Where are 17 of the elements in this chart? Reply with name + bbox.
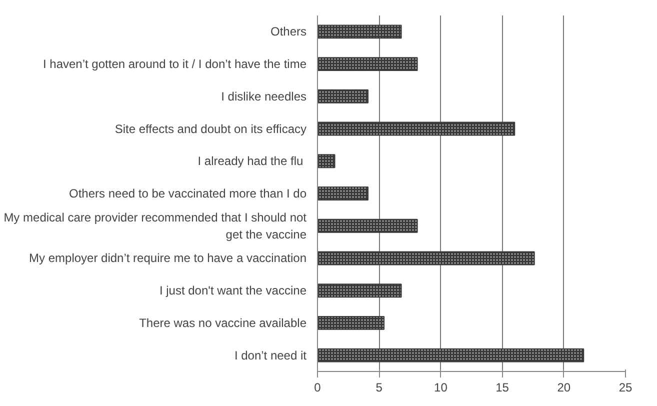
y-tick-label: I don’t need it xyxy=(234,348,308,362)
y-tick-label: I haven’t gotten around to it / I don’t have the time xyxy=(43,57,307,72)
y-tick-label: Others need to be vaccinated more than I do xyxy=(69,186,307,200)
y-tick-label: My medical care provider recommended that I should not get the vaccine xyxy=(4,210,308,242)
y-tick-label: Site effects and doubt on its efficacy xyxy=(114,122,307,136)
x-tick-label: 20 xyxy=(557,380,571,394)
x-tick-label: 15 xyxy=(496,380,510,394)
x-tick-label: 0 xyxy=(314,380,322,394)
y-tick-label: Others xyxy=(270,24,307,39)
x-tick-label: 5 xyxy=(376,380,383,394)
y-tick-label: There was no vaccine available xyxy=(139,316,307,330)
y-tick-label: I just don't want the vaccine xyxy=(159,284,307,298)
x-tick-label: 10 xyxy=(434,380,448,394)
y-tick-label: I already had the flu xyxy=(198,154,304,168)
y-tick-label: My employer didn’t require me to have a vaccination xyxy=(29,251,307,266)
x-tick-label: 25 xyxy=(618,380,632,394)
y-tick-label: I dislike needles xyxy=(221,89,307,104)
